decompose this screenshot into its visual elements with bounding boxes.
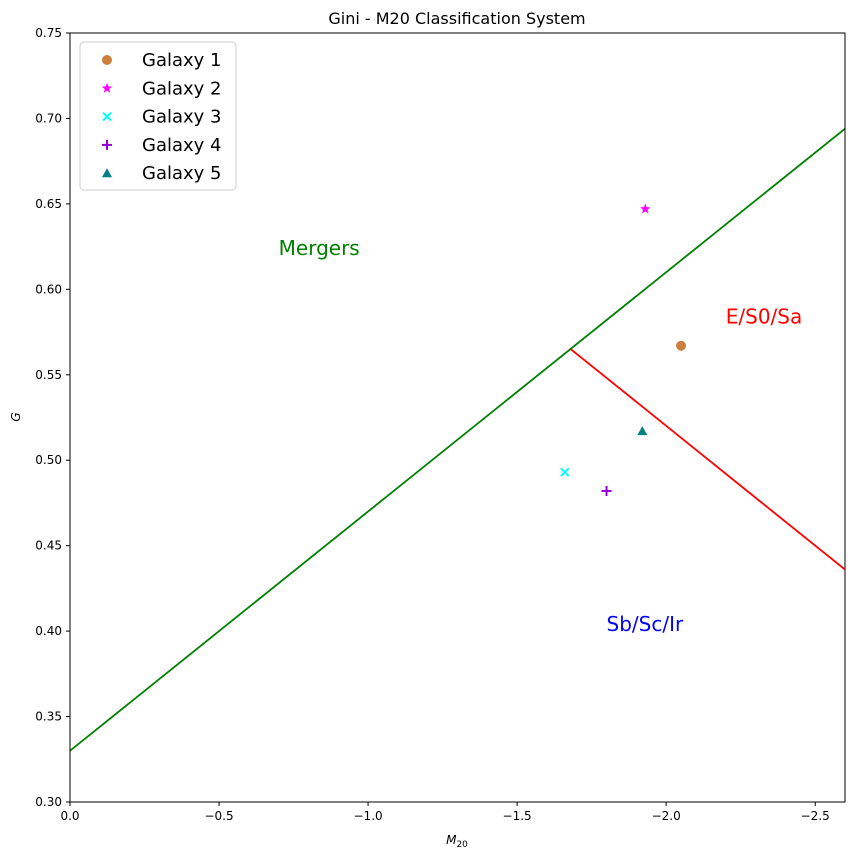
y-axis-ticks: 0.30 0.35 0.40 0.45 0.50 0.55 0.60 0.65 0.70 0.75 (35, 26, 70, 809)
legend-entry: Galaxy 5 (142, 163, 222, 184)
point-galaxy-2 (640, 203, 651, 214)
y-tick-label: 0.30 (35, 795, 62, 809)
y-tick-label: 0.45 (35, 539, 62, 553)
legend-marker-galaxy-4 (102, 139, 112, 150)
y-tick-label: 0.35 (35, 710, 62, 724)
legend-marker-galaxy-5 (102, 168, 112, 178)
legend-entry: Galaxy 2 (142, 78, 222, 99)
early-late-boundary-line (570, 348, 845, 571)
y-tick-label: 0.60 (35, 282, 62, 296)
legend-marker-galaxy-2 (101, 82, 113, 93)
x-tick-label: 0.0 (60, 809, 79, 823)
point-galaxy-3 (560, 467, 570, 477)
legend-marker-galaxy-3 (102, 111, 112, 122)
y-tick-label: 0.75 (35, 26, 62, 40)
region-label: Mergers (279, 236, 360, 260)
y-tick-label: 0.70 (35, 111, 62, 125)
region-label: E/S0/Sa (726, 305, 802, 329)
plot-area: Mergers E/S0/Sa Sb/Sc/Ir (69, 32, 846, 803)
x-axis-ticks: 0.0 −0.5 −1.0 −1.5 −2.0 −2.5 (60, 802, 830, 823)
x-axis-label: M20 (446, 833, 468, 850)
y-axis-label: G (9, 412, 23, 421)
y-tick-label: 0.50 (35, 453, 62, 467)
mergers-boundary-line (70, 127, 845, 752)
x-tick-label: −1.0 (354, 809, 383, 823)
x-tick-label: −2.5 (801, 809, 830, 823)
x-tick-label: −1.5 (503, 809, 532, 823)
legend-marker-galaxy-1 (102, 55, 112, 65)
legend-entry: Galaxy 1 (142, 50, 222, 71)
legend-entry: Galaxy 4 (142, 135, 222, 156)
chart-title: Gini - M20 Classification System (328, 9, 585, 28)
point-galaxy-5 (637, 426, 648, 436)
point-galaxy-1 (676, 340, 687, 351)
x-tick-label: −2.0 (652, 809, 681, 823)
y-tick-label: 0.55 (35, 368, 62, 382)
boundary-lines (70, 127, 845, 752)
region-labels: Mergers E/S0/Sa Sb/Sc/Ir (279, 236, 803, 636)
y-tick-label: 0.65 (35, 197, 62, 211)
data-points (560, 203, 687, 496)
point-galaxy-4 (601, 485, 612, 496)
x-tick-label: −0.5 (204, 809, 233, 823)
y-tick-label: 0.40 (35, 624, 62, 638)
legend-entry: Galaxy 3 (142, 107, 222, 128)
legend: Galaxy 1 Galaxy 2 Galaxy 3 Galaxy 4 Galaxy 5 (79, 41, 237, 191)
region-label: Sb/Sc/Ir (607, 612, 684, 636)
plot-frame (69, 32, 846, 803)
legend-frame (79, 41, 237, 191)
